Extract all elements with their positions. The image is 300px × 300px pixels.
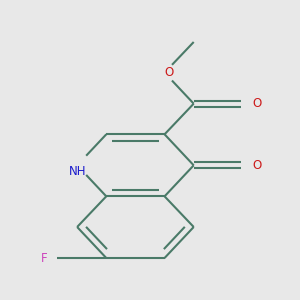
- Text: F: F: [41, 251, 48, 265]
- Text: O: O: [165, 66, 174, 79]
- Text: O: O: [252, 97, 261, 110]
- Text: O: O: [252, 159, 261, 172]
- Text: NH: NH: [68, 165, 86, 178]
